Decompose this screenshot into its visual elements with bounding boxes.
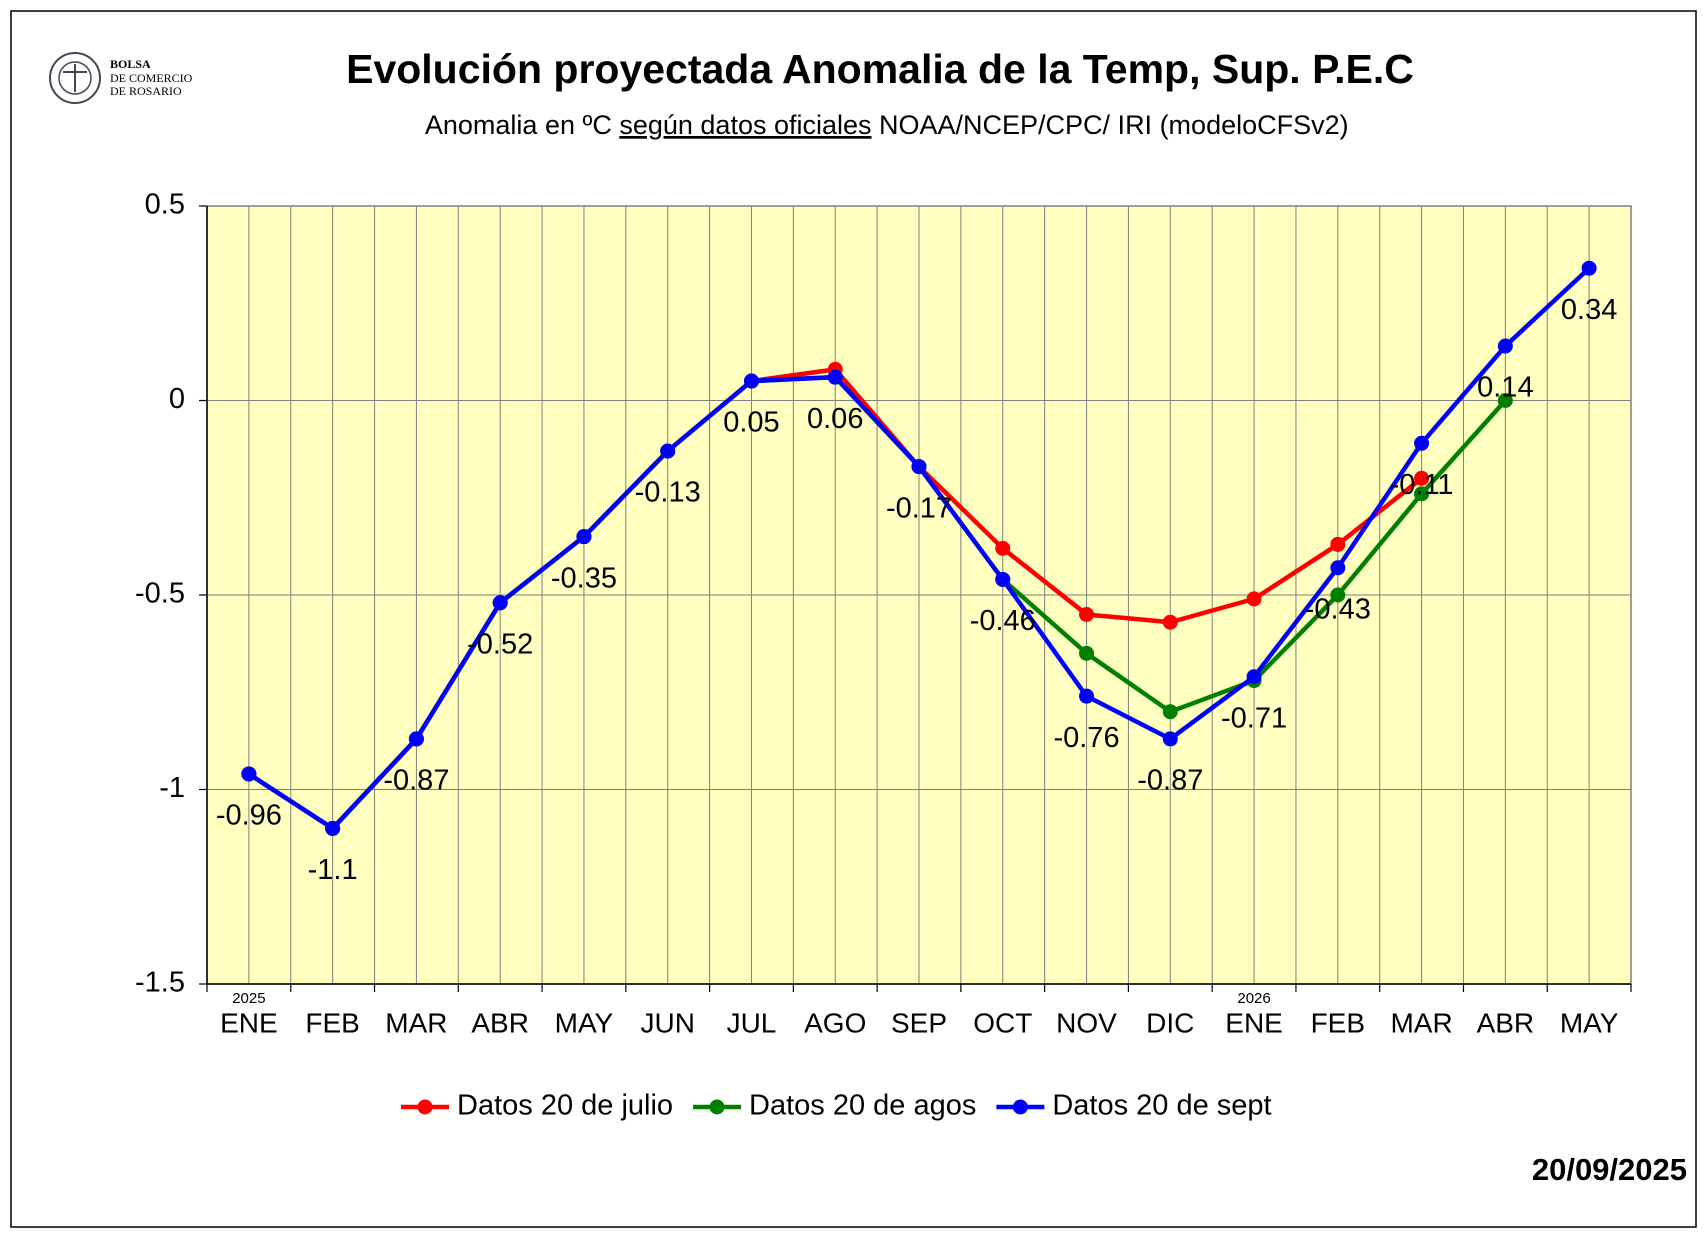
x-tick-label: ABR	[1477, 1007, 1535, 1038]
series-marker	[1162, 614, 1178, 630]
data-label: -0.13	[635, 477, 701, 509]
x-tick-label: NOV	[1056, 1007, 1117, 1038]
x-tick-label: SEP	[891, 1007, 947, 1038]
series-marker	[241, 766, 257, 782]
series-marker	[1414, 486, 1430, 502]
chart-subtitle: Anomalia en ºC según datos oficiales NOA…	[389, 110, 1371, 140]
legend-label: Datos 20 de sept	[1052, 1090, 1271, 1122]
x-tick-label: JUL	[727, 1007, 777, 1038]
series-marker	[1330, 536, 1346, 552]
x-tick-label: ENE	[1225, 1007, 1283, 1038]
x-tick-label: MAY	[1560, 1007, 1619, 1038]
data-label: -0.76	[1053, 722, 1119, 754]
logo-text: BOLSA	[110, 57, 151, 71]
series-marker	[492, 595, 508, 611]
series-marker	[325, 820, 341, 836]
subtitle-part: Anomalia en ºC	[425, 110, 619, 140]
legend-marker	[709, 1099, 725, 1115]
data-label: -0.71	[1221, 702, 1287, 734]
series-marker	[1162, 731, 1178, 747]
x-tick-label: DIC	[1146, 1007, 1194, 1038]
data-label: -0.17	[886, 492, 952, 524]
y-tick-label: -1.5	[135, 967, 185, 999]
date: 20/09/2025	[1532, 1152, 1687, 1187]
logo-seal	[49, 52, 101, 104]
data-label: -1.1	[308, 854, 358, 886]
series-marker	[1414, 435, 1430, 451]
logo: BOLSA DE COMERCIO DE ROSARIO	[49, 52, 193, 104]
x-year-label: 2026	[1237, 990, 1270, 1007]
series-marker	[827, 369, 843, 385]
series-marker	[1581, 260, 1597, 276]
logo-text: DE ROSARIO	[110, 84, 182, 98]
series-marker	[911, 459, 927, 475]
y-tick-label: 0	[169, 383, 185, 415]
data-label: -0.43	[1305, 593, 1371, 625]
x-tick-label: MAY	[555, 1007, 614, 1038]
series-marker	[995, 540, 1011, 556]
series-marker	[1330, 587, 1346, 603]
subtitle-part: según datos oficiales	[619, 110, 871, 140]
legend-item: Datos 20 de julio	[401, 1090, 673, 1122]
series-marker	[1079, 645, 1095, 661]
data-label: -0.11	[1390, 469, 1454, 501]
series-marker	[1497, 393, 1513, 408]
x-tick-label: MAR	[385, 1007, 447, 1038]
x-tick-label: ENE	[220, 1007, 278, 1038]
series-marker	[408, 731, 424, 747]
data-label: -0.87	[1137, 765, 1203, 797]
x-tick-label: JUN	[640, 1007, 694, 1038]
y-tick-label: -1	[159, 772, 185, 804]
data-label: -0.87	[383, 765, 449, 797]
x-year-label: 2025	[232, 990, 265, 1007]
series-marker	[995, 571, 1011, 587]
data-label: -0.46	[970, 605, 1036, 637]
series-marker	[576, 529, 592, 545]
x-tick-label: OCT	[973, 1007, 1032, 1038]
legend-label: Datos 20 de julio	[457, 1090, 673, 1122]
y-tick-label: -0.5	[135, 578, 185, 610]
series-marker	[1246, 669, 1262, 685]
series-marker	[1079, 606, 1095, 622]
logo-seal-inner	[58, 61, 92, 95]
data-label: 0.05	[723, 407, 779, 439]
series-marker	[1162, 704, 1178, 720]
data-label: 0.06	[807, 403, 863, 435]
series-marker	[660, 443, 676, 459]
data-label: 0.34	[1561, 294, 1617, 326]
data-label: -0.52	[467, 628, 533, 660]
series-marker	[1079, 688, 1095, 704]
data-label: -0.96	[216, 800, 282, 832]
legend-item: Datos 20 de agos	[693, 1090, 976, 1122]
y-tick-label: 0.5	[145, 189, 185, 221]
x-tick-label: ABR	[471, 1007, 529, 1038]
logo-text: DE COMERCIO	[110, 71, 193, 85]
legend-marker	[417, 1099, 433, 1115]
x-tick-label: AGO	[804, 1007, 866, 1038]
series-marker	[1414, 470, 1430, 486]
x-tick-label: MAR	[1390, 1007, 1452, 1038]
x-tick-label: FEB	[305, 1007, 359, 1038]
subtitle-part: NOAA/NCEP/CPC/ IRI (modeloCFSv2)	[872, 110, 1349, 140]
series-marker	[743, 373, 759, 389]
x-tick-label: FEB	[1311, 1007, 1365, 1038]
legend-label: Datos 20 de agos	[749, 1090, 976, 1122]
chart-title: Evolución proyectada Anomalia de la Temp…	[346, 46, 1414, 92]
series-marker	[1330, 560, 1346, 576]
legend-item: Datos 20 de sept	[996, 1090, 1272, 1122]
series-marker	[1246, 591, 1262, 607]
data-label: -0.35	[551, 562, 617, 594]
data-label: 0.14	[1477, 372, 1533, 404]
series-marker	[1497, 338, 1513, 354]
legend-marker	[1012, 1099, 1028, 1115]
